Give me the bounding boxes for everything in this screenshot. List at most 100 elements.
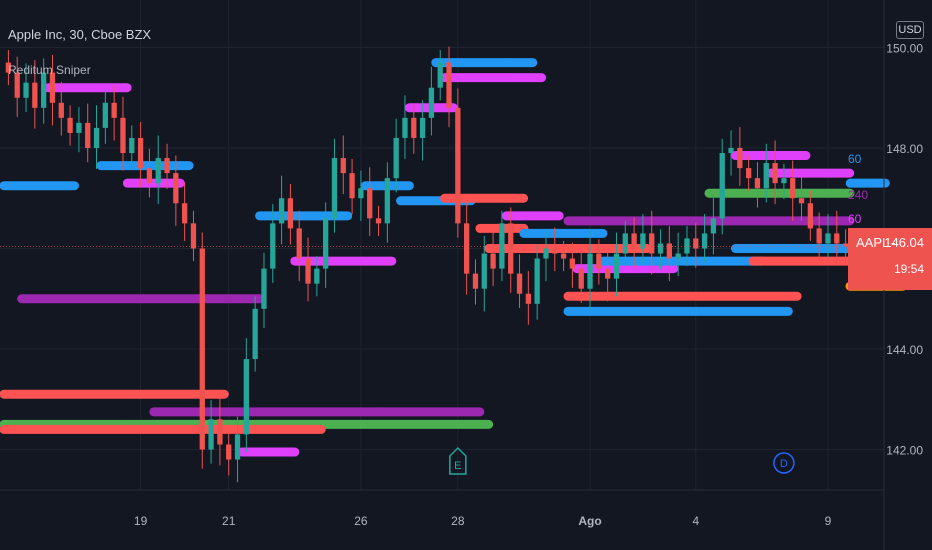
candle-body (472, 273, 479, 289)
candle-body (14, 72, 20, 98)
timeframe-label: 60 (848, 152, 862, 166)
candle-body (155, 158, 161, 184)
timeframe-label: 240 (848, 188, 868, 202)
time-tick-label: 4 (692, 514, 699, 528)
candle-body (208, 419, 214, 450)
currency-button[interactable]: USD (896, 21, 924, 39)
price-tick-label: 150.00 (886, 42, 923, 56)
price-tick-label: 148.00 (886, 142, 923, 156)
candle-body (76, 122, 82, 133)
candle-body (790, 178, 796, 199)
candle-body (807, 203, 813, 229)
candle-body (32, 82, 38, 108)
time-tick-label: 21 (222, 514, 236, 528)
candle-body (146, 168, 153, 184)
candle-body (569, 258, 576, 269)
candle-body (693, 238, 699, 249)
candle-body (296, 228, 302, 259)
time-tick-label: Ago (578, 514, 601, 528)
candle-body (675, 253, 681, 259)
candle-body (842, 243, 849, 247)
earnings-marker (449, 446, 467, 475)
time-axis: 19 21 26 28 Ago 4 9 (134, 514, 832, 528)
candle-body (631, 233, 637, 249)
candle-body (834, 233, 840, 244)
candle-body (129, 137, 135, 154)
candle-body (234, 434, 241, 460)
candle-body (164, 158, 170, 174)
indicator-name[interactable]: Reditum Sniper (8, 63, 91, 77)
candle-body (375, 218, 382, 224)
candle-body (173, 173, 179, 204)
symbol-label: AAPL (856, 235, 889, 250)
candle-body (516, 273, 523, 294)
candle-body (746, 168, 752, 179)
candle-body (578, 268, 584, 289)
price-tick-label: 142.00 (886, 444, 923, 458)
price-tick-label: 144.00 (886, 343, 923, 357)
candle-body (58, 102, 64, 118)
candle-body (226, 444, 232, 460)
candle-body (5, 62, 12, 73)
candle-body (217, 419, 223, 445)
candle-body (305, 258, 311, 284)
candle-body (613, 253, 620, 279)
candle-body (287, 198, 294, 229)
candle-body (120, 117, 126, 154)
candle-body (490, 253, 496, 269)
candle-body (508, 223, 514, 274)
candle-body (402, 117, 408, 138)
candle-body (437, 62, 443, 88)
sniper-levels (0, 58, 908, 457)
candle-body (270, 223, 276, 269)
candle-body (622, 233, 628, 254)
candle-body (534, 258, 540, 304)
earnings-marker-label: E (454, 460, 461, 472)
candle-body (446, 62, 452, 108)
candle-body (85, 122, 91, 148)
dividend-marker-label: D (780, 458, 788, 470)
time-tick-label: 26 (354, 514, 368, 528)
candle-body (102, 102, 108, 128)
candle-body (763, 163, 769, 189)
candle-body (314, 268, 320, 284)
timeframe-label: 60 (848, 212, 862, 226)
candle-body (464, 223, 470, 274)
timeframe-labels: 60 240 60 (848, 152, 868, 226)
symbol-dash: - (891, 235, 895, 250)
candle-body (67, 117, 73, 133)
candle-body (41, 72, 47, 108)
candle-body (49, 72, 56, 103)
candle-body (816, 228, 822, 244)
candle-body (596, 253, 602, 269)
candle-body (701, 233, 708, 249)
candle-body (525, 293, 531, 304)
candle-body (499, 223, 505, 269)
candle-body (719, 153, 725, 219)
candle-body (684, 238, 690, 254)
candle-body (23, 82, 29, 98)
chart-title: Apple Inc, 30, Cboe BZX (8, 27, 152, 42)
candle-body (261, 268, 267, 309)
candle-body (728, 148, 734, 154)
candle-body (252, 308, 258, 360)
candle-body (560, 253, 567, 259)
candle-body (781, 178, 787, 184)
time-tick-label: 9 (825, 514, 832, 528)
candlesticks (5, 46, 849, 483)
candle-body (199, 248, 205, 450)
candle-body (825, 233, 831, 244)
time-tick-label: 28 (451, 514, 465, 528)
candle-body (772, 163, 778, 184)
candle-body (754, 178, 761, 189)
candle-body (552, 248, 558, 254)
candle-body (182, 203, 188, 224)
candle-body (455, 107, 461, 224)
candle-body (349, 173, 355, 199)
last-price-badge: AAPL - 146.04 19:54 (848, 228, 932, 290)
candle-body (649, 233, 655, 254)
candle-body (737, 148, 743, 169)
candle-body (666, 243, 672, 259)
